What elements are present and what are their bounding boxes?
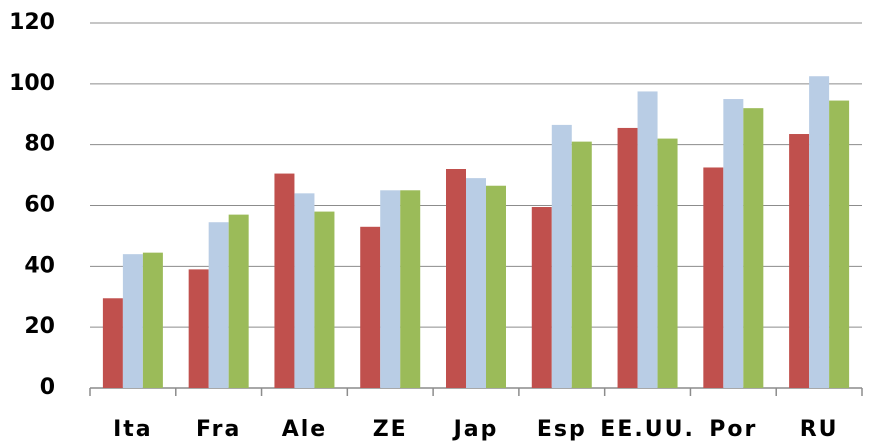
bar <box>743 108 764 389</box>
bar <box>102 298 123 388</box>
bar <box>617 127 638 388</box>
y-tick-label: 20 <box>24 314 55 339</box>
bar <box>723 99 744 389</box>
bar <box>551 124 572 388</box>
x-tick-label: Fra <box>196 417 241 442</box>
bar <box>829 100 850 388</box>
bar <box>188 269 209 388</box>
y-tick-label: 60 <box>24 193 55 218</box>
bar <box>314 211 335 388</box>
bar <box>789 134 810 388</box>
bar <box>571 141 592 388</box>
x-tick-label: Jap <box>452 417 499 442</box>
bar <box>486 185 506 388</box>
bar <box>274 173 295 388</box>
bar <box>400 190 421 388</box>
x-tick-label: Ita <box>113 417 153 442</box>
y-tick-label: 80 <box>24 132 55 157</box>
bar <box>531 207 552 388</box>
bar <box>208 222 229 388</box>
y-tick-label: 40 <box>24 253 55 278</box>
bar <box>122 254 143 388</box>
bar <box>228 214 249 388</box>
bar <box>446 169 466 388</box>
y-tick-label: 120 <box>9 10 55 35</box>
bar <box>657 138 678 388</box>
bar <box>637 91 658 388</box>
x-tick-label: Ale <box>282 417 328 442</box>
bar <box>380 190 401 388</box>
x-tick-label: RU <box>800 417 839 442</box>
bar <box>142 252 163 388</box>
bar <box>703 167 724 388</box>
y-tick-label: 0 <box>40 375 55 400</box>
x-tick-label: Por <box>709 417 757 442</box>
bar <box>809 76 830 389</box>
bar <box>360 226 381 388</box>
x-tick-label: ZE <box>373 417 408 442</box>
x-tick-label: Esp <box>537 417 587 442</box>
bar <box>294 193 315 388</box>
x-tick-label: EE.UU. <box>600 417 695 442</box>
bar <box>466 178 486 388</box>
y-tick-label: 100 <box>9 71 55 96</box>
